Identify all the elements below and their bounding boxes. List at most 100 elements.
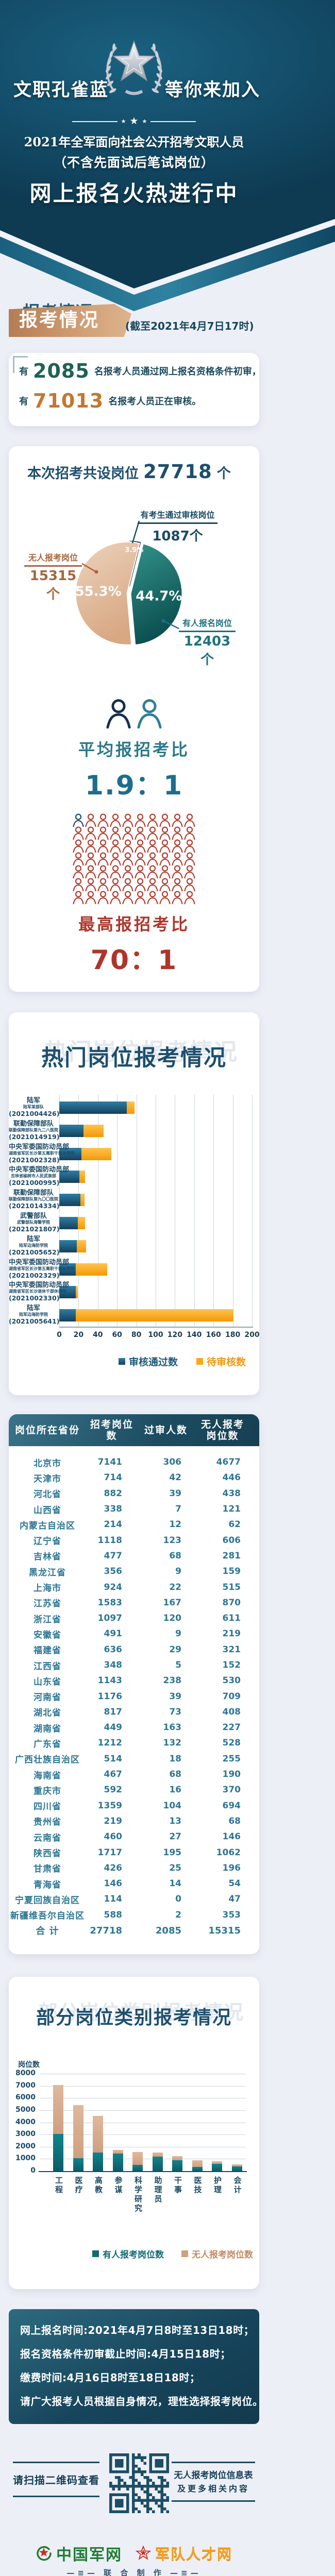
no-applicant-count: 190 <box>222 1769 241 1780</box>
qr-module <box>132 2473 135 2477</box>
crowd-row <box>71 877 197 892</box>
legend-item-no-applicants: 无人报考岗位数 <box>181 2247 253 2260</box>
qr-module <box>126 2459 129 2462</box>
column-has-applicants <box>152 2156 163 2171</box>
person-icon <box>146 865 159 879</box>
province-name: 贵州省 <box>34 1817 61 1828</box>
person-icon <box>97 890 109 905</box>
qr-module <box>166 2482 169 2485</box>
callout-label: 无人报考岗位 <box>24 551 82 567</box>
province-name: 新疆维吾尔自治区 <box>10 1911 85 1922</box>
military-talent-net-logo: 军队人才网 <box>135 2543 232 2564</box>
bar-label: 联勤保障部队 联勤保障部队第九二八医院 (2021014919) <box>9 1120 59 1141</box>
qr-module <box>152 2470 155 2473</box>
passed-count: 9 <box>175 1566 181 1577</box>
x-category-label: 干事 <box>173 2176 182 2195</box>
province-name: 海南省 <box>34 1770 61 1781</box>
qr-module <box>126 2465 129 2468</box>
person-icon <box>109 839 122 853</box>
star-divider: ★ ★ ★ <box>72 116 196 126</box>
positions-count: 426 <box>104 1862 123 1873</box>
wreath-ribbon <box>125 90 143 95</box>
qr-module <box>149 2453 152 2456</box>
qr-module <box>149 2459 152 2462</box>
bar-org-name: 中央军委国防动员部 <box>9 1281 70 1290</box>
qr-module <box>149 2499 152 2502</box>
column-no-applicants <box>73 2105 83 2158</box>
schedule-notice-box: 网上报名时间:2021年4月7日8时至13日18时； 报名资格条件初审截止时间:4… <box>9 2309 263 2424</box>
qr-module <box>118 2476 121 2479</box>
positions-count: 27718 <box>90 1925 122 1936</box>
province-name: 广西壮族自治区 <box>15 1755 80 1766</box>
category-chart-legend: 有人报考岗位数 无人报考岗位数 <box>92 2247 253 2260</box>
bar-unit-name: 湖南省军区长沙第五离职干部休养所 <box>9 1150 75 1156</box>
table-total-row: 合 计 27718 2085 15315 <box>9 1923 259 1938</box>
legend-item-has-applicants: 有人报考岗位数 <box>92 2247 164 2260</box>
x-tick-label: 200 <box>244 1331 260 1339</box>
qr-module <box>160 2459 163 2462</box>
qr-module <box>138 2456 141 2460</box>
person-icon <box>72 877 85 892</box>
column-no-applicants <box>93 2115 103 2153</box>
bar-unit-name: 湖南省军区长沙退休干部休养所 <box>9 1289 66 1294</box>
person-icon <box>109 890 122 905</box>
person-icon <box>134 826 146 840</box>
person-icon <box>85 813 97 827</box>
max-ratio-label: 最高报招考比 <box>78 914 190 934</box>
wreath-leaf <box>157 65 162 73</box>
bar-label: 中央军委国防动员部 湖南省军区长沙退休干部休养所 (2021002330) <box>9 1281 70 1302</box>
person-icon <box>183 852 196 866</box>
bar-pending-review <box>79 1171 86 1183</box>
gridline <box>117 1095 118 1327</box>
qr-module <box>115 2484 118 2488</box>
qr-module <box>109 2459 112 2462</box>
bar-pending-review <box>75 1286 78 1299</box>
qr-module <box>166 2484 169 2488</box>
qr-module <box>138 2510 141 2513</box>
qr-module <box>166 2499 169 2502</box>
qr-module <box>155 2465 158 2468</box>
qr-module <box>115 2501 118 2505</box>
province-name: 合 计 <box>36 1926 59 1937</box>
qr-module <box>163 2453 166 2456</box>
qr-module <box>157 2459 161 2462</box>
person-icon <box>159 826 171 840</box>
qr-module <box>146 2501 149 2505</box>
person-icon <box>146 839 159 853</box>
qr-module <box>112 2484 115 2488</box>
crowd-row <box>71 839 197 853</box>
qr-code <box>109 2453 169 2513</box>
table-row: 江西省 348 5 152 <box>9 1657 259 1673</box>
qr-module <box>163 2484 166 2488</box>
x-tick-label: 180 <box>225 1331 241 1339</box>
title-prefix: 本次招考共设岗位 <box>27 466 139 482</box>
qr-module <box>121 2479 124 2482</box>
crowd-pictogram <box>71 813 197 905</box>
y-axis-label: 岗位数 <box>18 2061 40 2069</box>
column-no-applicants <box>231 2164 242 2166</box>
x-category-label: 科学研究 <box>133 2176 143 2213</box>
province-name: 广东省 <box>34 1739 61 1750</box>
person-icon <box>183 813 196 827</box>
qr-module <box>135 2465 138 2468</box>
bar-passed-review <box>59 1309 76 1322</box>
person-icon <box>72 839 85 853</box>
column-has-applicants <box>132 2165 143 2171</box>
positions-count: 882 <box>104 1488 123 1499</box>
qr-module <box>118 2484 121 2488</box>
qr-info-line2: 及更多相关内容 <box>177 2484 249 2494</box>
qr-module <box>121 2510 124 2513</box>
gridline <box>213 1095 214 1327</box>
qr-module <box>166 2459 169 2462</box>
bar-position-code: (2021002330) <box>9 1294 60 1302</box>
bar-pending-review <box>75 1309 234 1322</box>
person-icon <box>85 839 97 853</box>
province-name: 吉林省 <box>34 1552 61 1563</box>
qr-module <box>118 2459 121 2462</box>
positions-count: 817 <box>104 1706 123 1717</box>
qr-module <box>143 2484 146 2488</box>
qr-module <box>138 2496 141 2499</box>
china-military-net-label: 中国军网 <box>56 2546 122 2564</box>
person-icon <box>136 698 163 729</box>
passed-count: 14 <box>169 1878 181 1889</box>
